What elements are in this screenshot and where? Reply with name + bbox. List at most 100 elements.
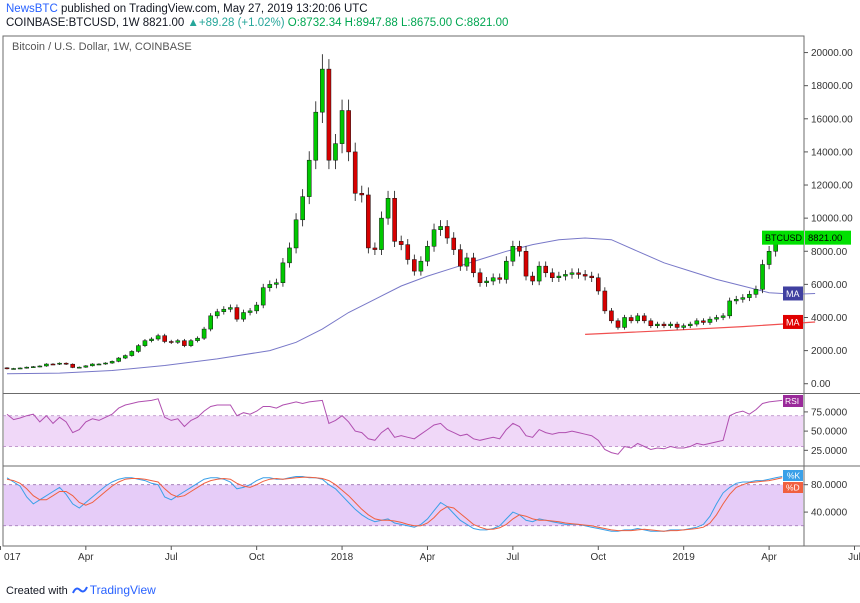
- y-tick-label: 4000.00: [811, 313, 848, 324]
- x-tick-label: Oct: [590, 552, 606, 563]
- y-tick-label: 10000.00: [811, 214, 853, 225]
- x-tick-label: Oct: [249, 552, 265, 563]
- candle: [753, 289, 759, 295]
- candle: [379, 217, 384, 250]
- candle: [589, 275, 594, 278]
- candle: [293, 219, 299, 249]
- candle: [359, 193, 365, 196]
- candle: [346, 110, 351, 153]
- candle: [162, 335, 167, 342]
- candle: [504, 260, 509, 280]
- candle: [497, 277, 503, 280]
- ma-blue-label: MA: [786, 289, 800, 299]
- candle: [287, 247, 292, 264]
- rsi-tick-label: 75.0000: [811, 407, 848, 418]
- chart-title: Bitcoin / U.S. Dollar, 1W, COINBASE: [12, 41, 192, 53]
- publisher-name[interactable]: NewsBTC: [6, 3, 58, 15]
- candle: [175, 340, 181, 343]
- candle: [766, 251, 772, 265]
- stoch-d-line: [6, 476, 783, 532]
- symbol-line: COINBASE:BTCUSD, 1W 8821.00 ▲+89.28 (+1.…: [6, 17, 508, 29]
- x-tick-label: 017: [4, 552, 21, 563]
- candle: [681, 325, 686, 328]
- candle: [615, 320, 621, 328]
- moving-average-blue: [6, 237, 816, 375]
- candle: [37, 365, 43, 368]
- price-value-tag: [805, 230, 851, 245]
- chart-area[interactable]: 0.00 2000.00 4000.00 6000.00 8000.00 10000.00…: [0, 34, 860, 582]
- candle: [155, 335, 161, 340]
- candle: [70, 363, 75, 368]
- rsi-tick-label: 25.0000: [811, 446, 848, 457]
- y-tick-label: 14000.00: [811, 147, 853, 158]
- y-tick-label: 6000.00: [811, 280, 848, 291]
- candle: [668, 323, 673, 327]
- x-tick-label: Jul: [165, 552, 178, 563]
- candle: [543, 265, 549, 274]
- candle: [267, 284, 273, 288]
- price-symbol-tag: [762, 230, 804, 245]
- candle: [451, 237, 457, 250]
- stoch-d-tag: [783, 482, 803, 493]
- candle: [11, 368, 16, 370]
- candle: [182, 340, 187, 346]
- x-tick-label: 2019: [673, 552, 696, 563]
- candle: [4, 367, 10, 370]
- candle: [523, 251, 529, 277]
- candle: [214, 311, 220, 317]
- y-tick-label: 20000.00: [811, 48, 853, 59]
- x-tick-label: Apr: [78, 552, 94, 563]
- candle: [44, 363, 49, 367]
- candle: [208, 315, 213, 330]
- stoch-k-tag: [783, 470, 803, 481]
- publisher-line: NewsBTC published on TradingView.com, Ma…: [6, 3, 368, 15]
- candle: [648, 320, 654, 327]
- x-tick-label: Apr: [761, 552, 777, 563]
- y-tick-label: 2000.00: [811, 346, 848, 357]
- price-symbol-label: BTCUSD: [765, 233, 803, 243]
- candle: [339, 110, 345, 144]
- candle: [398, 241, 404, 245]
- candle: [142, 340, 148, 346]
- candle: [550, 272, 555, 278]
- candle: [444, 226, 450, 239]
- candle: [63, 362, 69, 365]
- candle: [412, 259, 417, 272]
- moving-average-red: [585, 321, 816, 335]
- rsi-line: [6, 398, 783, 455]
- x-tick-label: Jul: [848, 552, 860, 563]
- candle: [280, 262, 286, 283]
- symbol-info: COINBASE:BTCUSD, 1W 8821.00: [6, 17, 188, 29]
- candle: [103, 362, 108, 365]
- candle: [517, 246, 522, 252]
- candle: [674, 323, 680, 328]
- candle: [260, 287, 266, 306]
- candle: [707, 318, 713, 323]
- stoch-d-label: %D: [786, 483, 800, 493]
- candle: [50, 363, 56, 366]
- candle: [556, 275, 562, 278]
- change-arrow-icon: ▲: [187, 17, 199, 29]
- candle: [241, 312, 246, 320]
- y-tick-label: 16000.00: [811, 114, 853, 125]
- candle: [510, 246, 516, 262]
- price-value-label: 8821.00: [808, 233, 842, 244]
- change-value: +89.28 (+1.02%): [198, 17, 285, 29]
- candle: [747, 294, 752, 298]
- tradingview-brand[interactable]: TradingView: [89, 583, 156, 597]
- candle: [576, 272, 581, 275]
- candle: [313, 111, 319, 161]
- candle: [733, 299, 739, 302]
- candle: [372, 247, 378, 250]
- candle: [641, 315, 647, 322]
- y-tick-label: 0.00: [811, 379, 831, 390]
- y-tick-label: 18000.00: [811, 81, 853, 92]
- stoch-band: [4, 484, 803, 526]
- candle: [740, 297, 746, 300]
- rsi-tag: [783, 395, 803, 407]
- candle: [484, 280, 489, 283]
- stoch-tick-label: 40.0000: [811, 508, 848, 519]
- candle: [109, 361, 115, 364]
- candle: [438, 226, 443, 230]
- ma-red-label: MA: [786, 317, 800, 327]
